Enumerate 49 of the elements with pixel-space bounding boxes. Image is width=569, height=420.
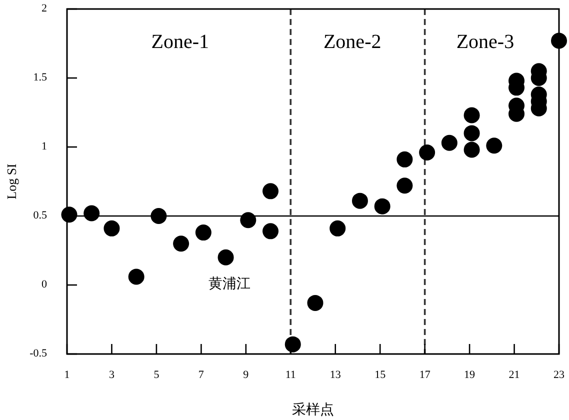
- point: [240, 212, 256, 228]
- x-tick-label: 5: [154, 369, 160, 381]
- x-tick-label: 23: [554, 369, 565, 381]
- x-axis-title: 采样点: [292, 402, 334, 418]
- point: [84, 205, 100, 222]
- x-tick-label: 3: [108, 369, 115, 381]
- x-tick-label: 13: [330, 369, 342, 381]
- x-tick-label: 9: [243, 369, 250, 381]
- point: [441, 134, 458, 151]
- point: [374, 198, 390, 214]
- point: [262, 223, 279, 240]
- point: [218, 249, 234, 266]
- x-tick-label: 7: [198, 369, 204, 381]
- x-tick-label: 17: [419, 369, 431, 381]
- annotation: Zone-2: [323, 31, 382, 54]
- annotation: Zone-3: [456, 31, 514, 54]
- point: [551, 32, 567, 49]
- x-tick-label: 1: [64, 369, 70, 381]
- y-tick-label: 2: [42, 2, 47, 15]
- annotation: 黄浦江: [208, 276, 250, 292]
- point: [128, 268, 144, 285]
- y-tick-label: 1: [42, 140, 47, 153]
- point: [150, 208, 167, 224]
- annotation: Zone-1: [151, 31, 210, 54]
- y-tick-label: 1.5: [33, 72, 48, 84]
- point: [307, 294, 324, 311]
- point: [173, 236, 190, 252]
- point: [419, 144, 436, 161]
- x-tick-label: 19: [464, 369, 476, 381]
- point: [195, 224, 212, 241]
- point: [464, 142, 480, 158]
- x-tick-label: 15: [374, 369, 386, 381]
- point: [330, 220, 346, 236]
- point: [464, 125, 480, 142]
- point: [464, 107, 480, 124]
- y-axis-title: Log SI: [4, 164, 19, 200]
- point: [284, 336, 301, 352]
- point: [352, 192, 368, 209]
- point: [396, 151, 413, 168]
- point: [486, 138, 502, 154]
- point: [104, 220, 120, 236]
- y-tick-label: 0.5: [33, 210, 48, 222]
- y-tick-label: -0.5: [30, 348, 48, 360]
- y-tick-label: 0: [42, 278, 48, 291]
- point: [61, 206, 78, 223]
- point: [396, 178, 413, 194]
- point: [262, 183, 279, 200]
- x-tick-label: 21: [508, 369, 520, 381]
- x-tick-label: 11: [285, 369, 296, 381]
